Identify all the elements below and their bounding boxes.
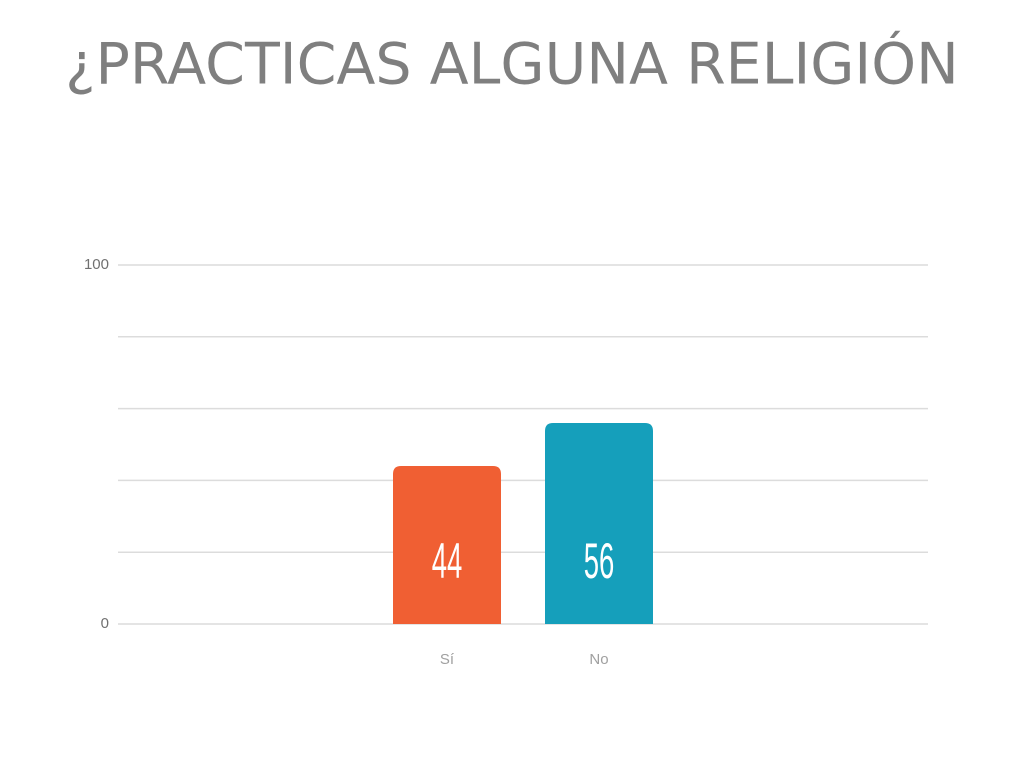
value-label: 56 [584,532,615,589]
chart-title: ¿PRACTICAS ALGUNA RELIGIÓN [65,30,959,98]
bar [545,422,653,624]
y-tick-label: 100 [84,256,109,273]
value-label: 44 [432,532,463,589]
bar [393,466,501,624]
x-tick-label: Sí [440,651,455,668]
y-tick-label: 0 [101,615,109,632]
x-tick-label: No [589,651,608,668]
